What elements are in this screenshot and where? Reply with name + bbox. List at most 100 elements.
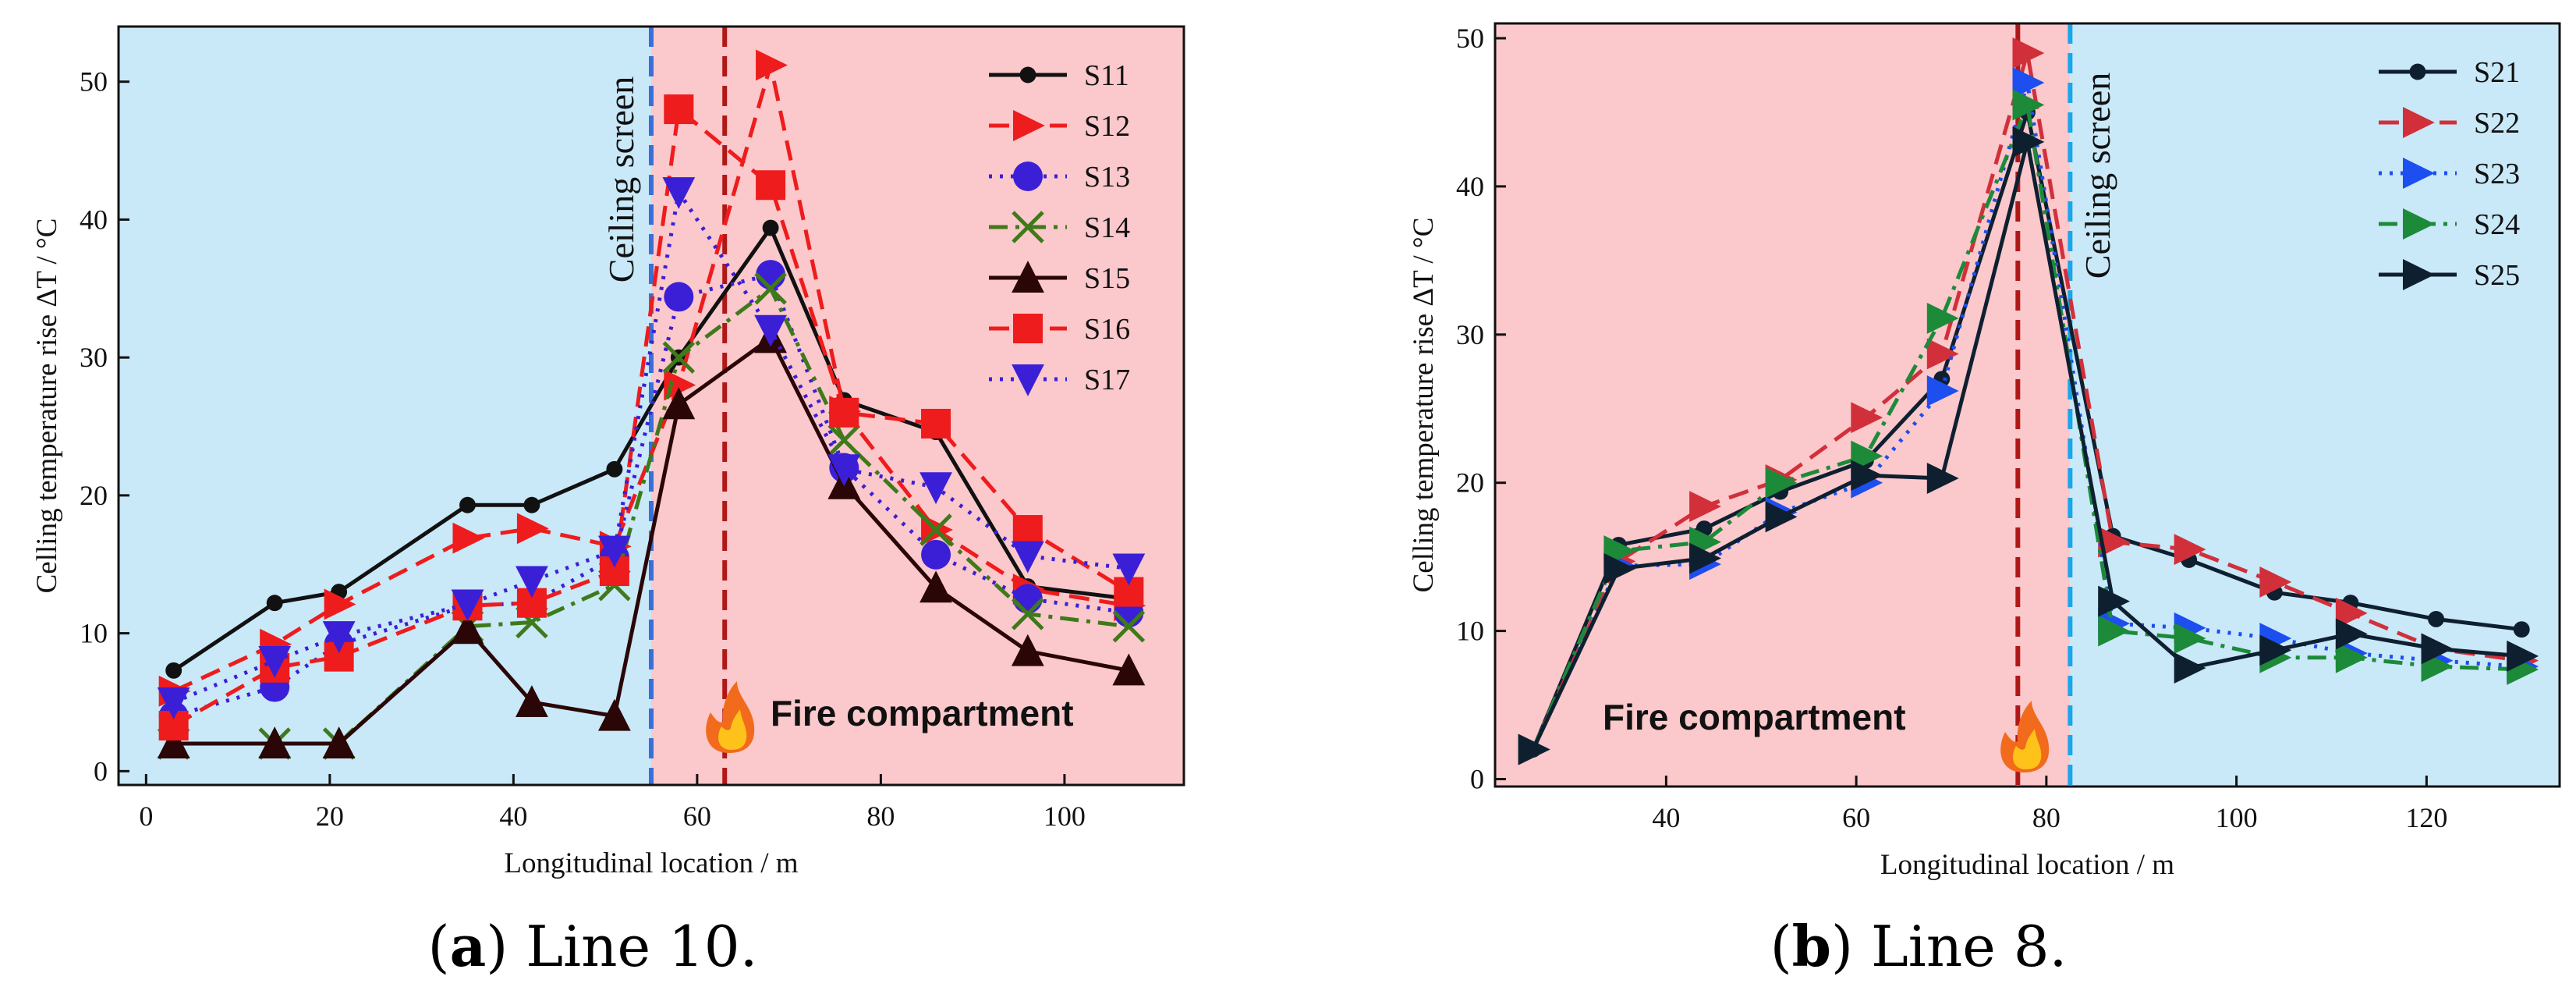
series-S15 — [157, 321, 1146, 758]
data-point — [165, 662, 182, 679]
legend-label-S12: S12 — [1084, 110, 1130, 143]
data-point — [1689, 491, 1721, 523]
data-point — [2409, 63, 2426, 80]
ceiling-screen-label-a: Ceiling screen — [601, 76, 641, 282]
axes-frame-a — [117, 25, 1185, 787]
data-point — [1013, 314, 1043, 343]
y-tick-label-a: 40 — [80, 204, 108, 235]
data-point — [516, 685, 548, 717]
data-point — [1012, 364, 1044, 396]
region-red-a — [651, 27, 1184, 785]
fire-icon — [2000, 701, 2050, 772]
data-point — [2335, 597, 2368, 629]
caption-b: (b) Line 8. — [1770, 913, 2068, 979]
series-S17 — [157, 177, 1146, 719]
legend-label-S13: S13 — [1084, 161, 1130, 194]
data-point — [258, 645, 292, 678]
y-tick-label-b: 0 — [1470, 764, 1484, 795]
data-point — [662, 387, 696, 420]
data-point — [2507, 640, 2539, 672]
flame-inner — [2013, 729, 2042, 769]
data-point — [1112, 609, 1146, 643]
data-point — [2174, 652, 2206, 684]
data-point — [258, 726, 292, 758]
data-point — [664, 94, 694, 125]
data-point — [827, 424, 861, 456]
x-tick-label-b: 40 — [1652, 802, 1680, 833]
fire-compartment-label-b: Fire compartment — [1603, 697, 1906, 737]
y-tick-label-a: 0 — [94, 755, 108, 787]
data-point — [2174, 534, 2206, 566]
data-point — [919, 570, 952, 603]
data-point — [1112, 653, 1146, 686]
x-axis-label-b: Longitudinal location / m — [1880, 849, 2174, 881]
legend-label-S23: S23 — [2474, 158, 2520, 190]
data-point — [1851, 460, 1883, 492]
data-point — [2098, 615, 2131, 647]
data-point — [2428, 610, 2445, 627]
data-point — [2012, 89, 2045, 121]
data-point — [597, 698, 631, 731]
data-point — [919, 472, 952, 505]
series-line-S12 — [172, 62, 1129, 694]
data-point — [662, 341, 696, 374]
data-point — [2403, 107, 2435, 138]
y-tick-label-b: 20 — [1456, 467, 1484, 499]
data-point — [2098, 585, 2131, 617]
x-tick-label-b: 60 — [1842, 802, 1870, 833]
region-red-b — [1495, 23, 2071, 787]
data-point — [2174, 623, 2206, 655]
data-point — [756, 260, 786, 290]
data-point — [827, 454, 861, 487]
data-point — [1926, 302, 1959, 334]
data-point — [662, 177, 696, 209]
data-point — [157, 726, 190, 758]
data-point — [756, 170, 786, 201]
data-point — [1689, 542, 1721, 574]
data-point — [1012, 261, 1044, 293]
data-point — [1603, 552, 1636, 584]
x-tick-label-a: 0 — [139, 801, 153, 832]
data-point — [606, 460, 623, 478]
x-tick-label-a: 100 — [1044, 801, 1086, 832]
data-point — [1012, 584, 1043, 614]
legend-label-S21: S21 — [2474, 56, 2520, 89]
data-point — [597, 535, 631, 568]
data-point — [2259, 566, 2292, 598]
legend-label-S24: S24 — [2474, 208, 2520, 241]
fire-icon — [706, 681, 755, 753]
data-point — [2335, 641, 2368, 673]
chart-a: 0 20 40 60 80 100 0 10 20 30 40 50 Longitudinal loca… — [31, 25, 1185, 879]
data-point — [1011, 634, 1044, 666]
data-point — [919, 513, 952, 546]
x-tick-label-a: 60 — [683, 801, 711, 832]
y-tick-label-a: 10 — [80, 618, 108, 649]
data-point — [2335, 618, 2368, 650]
y-tick-label-b: 50 — [1456, 23, 1484, 54]
data-point — [452, 522, 485, 554]
data-point — [2259, 634, 2292, 666]
data-point — [2421, 633, 2454, 665]
data-point — [664, 369, 696, 401]
y-tick-label-a: 30 — [80, 342, 108, 373]
data-point — [1926, 375, 1959, 407]
data-point — [1013, 162, 1043, 191]
series-line-S15 — [173, 336, 1129, 746]
legend-label-S17: S17 — [1084, 364, 1130, 396]
data-point — [1926, 463, 1959, 494]
y-tick-label-a: 20 — [80, 480, 108, 511]
x-tick-label-b: 100 — [2216, 802, 2258, 833]
data-point — [921, 408, 951, 439]
data-point — [1765, 501, 1798, 533]
data-point — [921, 539, 951, 570]
data-point — [754, 314, 787, 347]
data-point — [322, 621, 356, 653]
data-point — [1012, 211, 1044, 243]
x-tick-label-a: 40 — [499, 801, 527, 832]
x-tick-label-a: 20 — [316, 801, 344, 832]
data-point — [324, 588, 356, 620]
data-point — [322, 726, 356, 758]
data-point — [762, 219, 779, 236]
flame-inner — [718, 709, 747, 750]
